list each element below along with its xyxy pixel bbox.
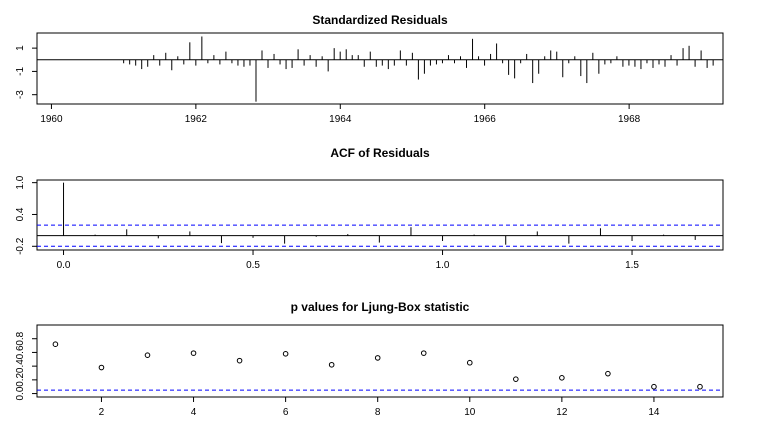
x-tick-label: 0.5 (246, 260, 260, 271)
y-tick-label: -0.2 (15, 237, 26, 255)
acf-x-axis: 0.0 0.5 1.0 1.5 (57, 250, 639, 271)
acf-marks (37, 182, 723, 247)
residuals-marks (37, 36, 723, 102)
x-tick-label: 2 (99, 407, 105, 418)
x-tick-label: 1968 (618, 114, 641, 125)
x-tick-label: 8 (375, 407, 381, 418)
pvalue-point (190, 350, 197, 356)
residuals-panel: Standardized Residuals 1960 1962 1964 1966 1… (15, 13, 724, 125)
acf-panel: ACF of Residuals 0.0 0.5 1.0 1.5 1.0 0.4 -0.2 (15, 146, 724, 271)
x-tick-label: 4 (191, 407, 197, 418)
x-tick-label: 10 (464, 407, 476, 418)
pvalue-point (559, 375, 565, 381)
y-tick-label: 1.0 (15, 175, 26, 189)
y-tick-label: -1 (15, 67, 26, 76)
y-tick-label: 0.4 (15, 207, 26, 221)
x-tick-label: 1966 (474, 114, 497, 125)
residuals-title: Standardized Residuals (312, 13, 448, 27)
pvalue-point (605, 370, 611, 377)
pvalue-point (98, 364, 105, 371)
ljungbox-marks (37, 341, 723, 391)
ljungbox-plot-frame (36, 324, 724, 398)
x-tick-label: 1964 (329, 114, 352, 125)
x-tick-label: 0.0 (57, 260, 71, 271)
x-tick-label: 6 (283, 407, 289, 418)
y-tick-label: 0.8 (15, 331, 26, 345)
x-tick-label: 12 (556, 407, 568, 418)
pvalue-point (236, 357, 243, 364)
y-tick-label: 0.2 (15, 372, 26, 386)
pvalue-point (513, 376, 519, 382)
pvalue-point (697, 383, 703, 390)
y-tick-label: 1 (15, 45, 26, 51)
x-tick-label: 14 (648, 407, 660, 418)
pvalue-point (144, 352, 151, 358)
pvalue-point (651, 383, 657, 390)
pvalue-point (328, 361, 335, 368)
x-tick-label: 1962 (185, 114, 208, 125)
x-tick-label: 1.0 (436, 260, 450, 271)
x-tick-label: 1.5 (625, 260, 639, 271)
y-tick-label: 0.6 (15, 345, 26, 359)
residuals-plot-frame (36, 32, 724, 105)
pvalue-point (466, 359, 473, 366)
x-tick-label: 1960 (40, 114, 63, 125)
ljungbox-y-axis: 0.00.20.40.60.8 (15, 331, 37, 401)
acf-y-axis: 1.0 0.4 -0.2 (15, 175, 37, 255)
ljungbox-title: p values for Ljung-Box statistic (291, 300, 470, 314)
pvalue-point (52, 341, 59, 348)
y-tick-label: 0.0 (15, 386, 26, 400)
residuals-x-axis: 1960 1962 1964 1966 1968 (40, 104, 641, 125)
y-tick-label: -3 (15, 90, 26, 99)
ljungbox-panel: p values for Ljung-Box statistic 2 4 6 8 10 1… (15, 300, 724, 418)
y-tick-label: 0.4 (15, 359, 26, 373)
pvalue-point (420, 350, 427, 356)
pvalue-point (282, 351, 289, 357)
acf-title: ACF of Residuals (330, 146, 430, 160)
ljungbox-x-axis: 2 4 6 8 10 12 14 (99, 397, 660, 418)
residuals-y-axis: 1 -1 -3 (15, 45, 37, 99)
pvalue-point (374, 355, 381, 361)
acf-plot-frame (36, 179, 724, 251)
